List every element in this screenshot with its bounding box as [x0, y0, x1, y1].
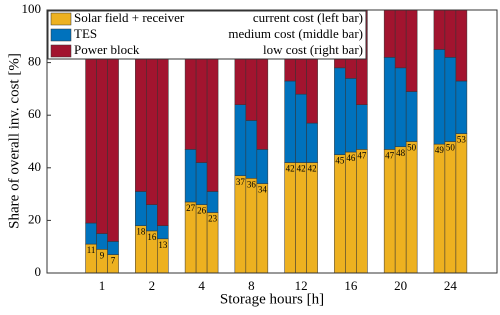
bar-segment: [433, 143, 446, 274]
bar-segment: [383, 9, 396, 58]
bar-segment: [256, 149, 269, 184]
x-tick-label: 16: [344, 278, 358, 293]
value-label: 11: [87, 245, 96, 255]
y-tick-label: 40: [28, 159, 41, 174]
x-tick-label: 1: [99, 278, 106, 293]
legend-label: TES: [74, 26, 97, 41]
bar-segment: [295, 93, 307, 163]
bar-segment: [96, 233, 108, 250]
legend-note: current cost (left bar): [253, 10, 363, 25]
bar-segment: [107, 241, 119, 255]
bar-segment: [455, 80, 468, 134]
y-tick-label: 0: [35, 264, 42, 279]
value-label: 9: [100, 250, 105, 260]
bar-segment: [306, 162, 318, 274]
bar-segment: [383, 149, 396, 274]
legend-note: low cost (right bar): [263, 42, 363, 57]
value-label: 50: [446, 143, 456, 153]
bar-segment: [146, 204, 158, 232]
bar-segment: [345, 151, 357, 274]
value-label: 49: [435, 145, 445, 155]
bar-segment: [444, 141, 457, 274]
bar-segment: [184, 149, 197, 203]
bar-segment: [334, 154, 346, 274]
value-label: 18: [136, 227, 146, 237]
bar-segment: [455, 9, 468, 82]
value-label: 42: [308, 164, 317, 174]
value-label: 23: [208, 214, 218, 224]
value-label: 26: [197, 206, 207, 216]
bar-segment: [284, 80, 296, 163]
legend-label: Solar field + receiver: [74, 10, 185, 25]
bar-segment: [245, 120, 258, 179]
y-tick-label: 60: [28, 106, 41, 121]
bar-segment: [256, 183, 269, 274]
legend-swatch: [50, 28, 72, 42]
value-label: 45: [335, 156, 345, 166]
value-label: 37: [236, 177, 246, 187]
plot-frame: [46, 9, 498, 274]
y-tick-label: 100: [22, 1, 42, 16]
value-label: 16: [147, 232, 157, 242]
bar-segment: [394, 9, 407, 69]
bar-segment: [206, 191, 219, 213]
x-tick-label: 24: [444, 278, 458, 293]
bar-segment: [157, 225, 169, 240]
value-label: 47: [357, 150, 367, 160]
bar-segment: [334, 67, 346, 155]
legend-note: medium cost (middle bar): [228, 26, 363, 41]
value-label: 42: [297, 164, 306, 174]
bar-segment: [455, 133, 468, 274]
value-label: 46: [346, 153, 356, 163]
bar-segment: [356, 149, 368, 274]
bar-segment: [135, 191, 147, 226]
value-label: 7: [111, 256, 116, 266]
x-axis-label: Storage hours [h]: [220, 291, 324, 307]
y-tick-label: 20: [28, 211, 41, 226]
x-tick-label: 20: [394, 278, 407, 293]
bar-segment: [433, 9, 446, 50]
bar-segment: [383, 57, 396, 150]
bar-segment: [284, 162, 296, 274]
bar-segment: [295, 162, 307, 274]
x-tick-label: 2: [149, 278, 156, 293]
value-label: 42: [286, 164, 295, 174]
bar-segment: [85, 222, 97, 245]
value-label: 27: [186, 203, 196, 213]
bar-segment: [306, 122, 318, 163]
bar-segment: [405, 91, 418, 142]
bar-segment: [405, 9, 418, 92]
y-axis-label: Share of overall inv. cost [%]: [6, 53, 22, 229]
value-label: 36: [247, 179, 257, 189]
bar-segment: [394, 146, 407, 274]
value-label: 53: [457, 135, 467, 145]
bar-segment: [245, 178, 258, 274]
y-tick-label: 80: [28, 54, 41, 69]
bar-segment: [195, 162, 208, 205]
value-label: 13: [158, 240, 168, 250]
value-label: 34: [258, 185, 268, 195]
x-tick-label: 8: [248, 278, 255, 293]
bar-segment: [433, 49, 446, 145]
legend-label: Power block: [74, 42, 140, 57]
bar-segment: [394, 67, 407, 148]
legend-swatch: [50, 12, 72, 26]
legend-swatch: [50, 44, 72, 58]
value-label: 48: [396, 148, 406, 158]
legend-box: [47, 10, 367, 60]
bar-segment: [345, 78, 357, 153]
bar-segment: [356, 104, 368, 150]
x-tick-label: 12: [295, 278, 308, 293]
x-tick-label: 4: [198, 278, 205, 293]
bar-segment: [444, 9, 457, 58]
value-label: 47: [385, 150, 395, 160]
bar-segment: [234, 175, 247, 274]
bar-segment: [234, 104, 247, 176]
bar-segment: [405, 141, 418, 274]
bar-segment: [444, 57, 457, 142]
value-label: 50: [407, 143, 417, 153]
